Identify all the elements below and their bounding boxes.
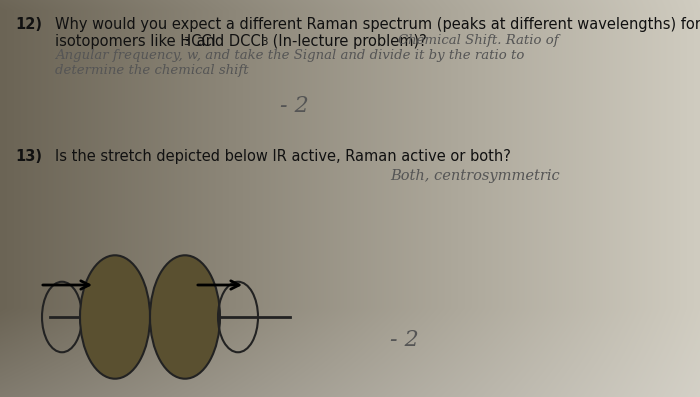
Text: Is the stretch depicted below IR active, Raman active or both?: Is the stretch depicted below IR active,…: [55, 149, 511, 164]
Ellipse shape: [80, 255, 150, 379]
Text: isotopomers like HCCl: isotopomers like HCCl: [55, 34, 216, 49]
Text: 12): 12): [15, 17, 42, 32]
Text: Why would you expect a different Raman spectrum (peaks at different wavelengths): Why would you expect a different Raman s…: [55, 17, 700, 32]
Text: Chemical Shift. Ratio of: Chemical Shift. Ratio of: [398, 34, 559, 47]
Text: (In-lecture problem)?: (In-lecture problem)?: [268, 34, 427, 49]
Text: 13): 13): [15, 149, 42, 164]
Ellipse shape: [150, 255, 220, 379]
Text: - 2: - 2: [280, 95, 309, 117]
Text: - 2: - 2: [390, 329, 419, 351]
Text: Angular frequency, w, and take the Signal and divide it by the ratio to: Angular frequency, w, and take the Signa…: [55, 49, 524, 62]
Text: determine the chemical shift: determine the chemical shift: [55, 64, 248, 77]
Text: 3: 3: [183, 37, 190, 47]
Text: 3: 3: [261, 37, 267, 47]
Text: and DCCl: and DCCl: [192, 34, 265, 49]
Text: Both, centrosymmetric: Both, centrosymmetric: [390, 169, 560, 183]
